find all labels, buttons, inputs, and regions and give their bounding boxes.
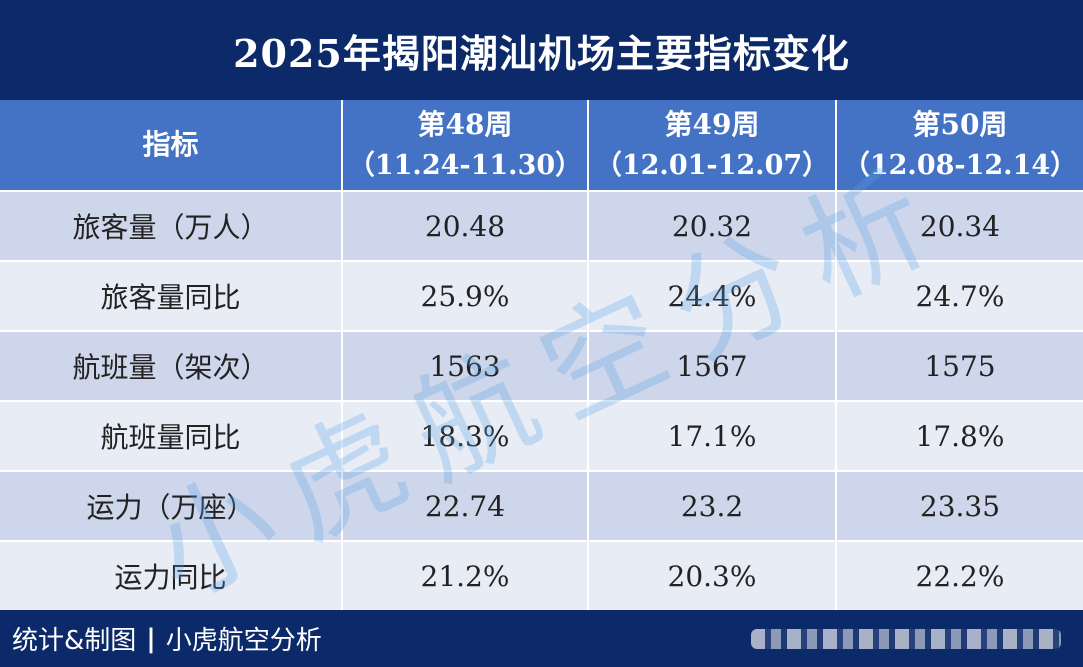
footer: 统计&制图 | 小虎航空分析: [0, 610, 1083, 667]
cell-value: 23.2: [587, 470, 836, 541]
footer-author: 小虎航空分析: [165, 626, 322, 656]
cell-value: 20.48: [341, 190, 588, 261]
footer-separator: |: [146, 623, 156, 654]
cell-value: 23.35: [835, 470, 1083, 541]
row-label: 运力同比: [0, 540, 342, 610]
cell-value: 22.74: [341, 470, 588, 541]
footer-smudge-mark: [751, 629, 1061, 649]
header-metric: 指标: [0, 100, 342, 192]
week-name: 第49周: [664, 108, 760, 142]
cell-value: 25.9%: [341, 260, 588, 331]
row-label: 旅客量（万人）: [0, 190, 342, 261]
row-label: 运力（万座）: [0, 470, 342, 541]
cell-value: 24.4%: [587, 260, 836, 331]
cell-value: 24.7%: [835, 260, 1083, 331]
cell-value: 18.3%: [341, 400, 588, 471]
table-row: 航班量（架次） 1563 1567 1575: [0, 330, 1083, 401]
page-title: 2025年揭阳潮汕机场主要指标变化: [0, 0, 1083, 100]
cell-value: 17.1%: [587, 400, 836, 471]
metrics-table: 指标 第48周 （11.24-11.30） 第49周 （12.01-12.07）…: [0, 100, 1083, 610]
header-week-48: 第48周 （11.24-11.30）: [341, 100, 588, 192]
footer-credit: 统计&制图: [12, 626, 137, 656]
cell-value: 21.2%: [341, 540, 588, 610]
cell-value: 20.34: [835, 190, 1083, 261]
week-name: 第48周: [417, 108, 513, 142]
header-week-50: 第50周 （12.08-12.14）: [835, 100, 1083, 192]
cell-value: 20.32: [587, 190, 836, 261]
table-header-row: 指标 第48周 （11.24-11.30） 第49周 （12.01-12.07）…: [0, 100, 1083, 192]
table-row: 运力（万座） 22.74 23.2 23.35: [0, 470, 1083, 541]
cell-value: 17.8%: [835, 400, 1083, 471]
week-period: （12.08-12.14）: [842, 149, 1078, 181]
header-week-49: 第49周 （12.01-12.07）: [587, 100, 836, 192]
week-period: （11.24-11.30）: [347, 149, 583, 181]
cell-value: 22.2%: [835, 540, 1083, 610]
table-row: 运力同比 21.2% 20.3% 22.2%: [0, 540, 1083, 610]
row-label: 航班量同比: [0, 400, 342, 471]
cell-value: 1575: [835, 330, 1083, 401]
cell-value: 20.3%: [587, 540, 836, 610]
table-row: 旅客量同比 25.9% 24.4% 24.7%: [0, 260, 1083, 331]
week-period: （12.01-12.07）: [594, 149, 830, 181]
table-row: 航班量同比 18.3% 17.1% 17.8%: [0, 400, 1083, 471]
week-name: 第50周: [912, 108, 1008, 142]
cell-value: 1563: [341, 330, 588, 401]
row-label: 航班量（架次）: [0, 330, 342, 401]
cell-value: 1567: [587, 330, 836, 401]
row-label: 旅客量同比: [0, 260, 342, 331]
table-row: 旅客量（万人） 20.48 20.32 20.34: [0, 190, 1083, 261]
